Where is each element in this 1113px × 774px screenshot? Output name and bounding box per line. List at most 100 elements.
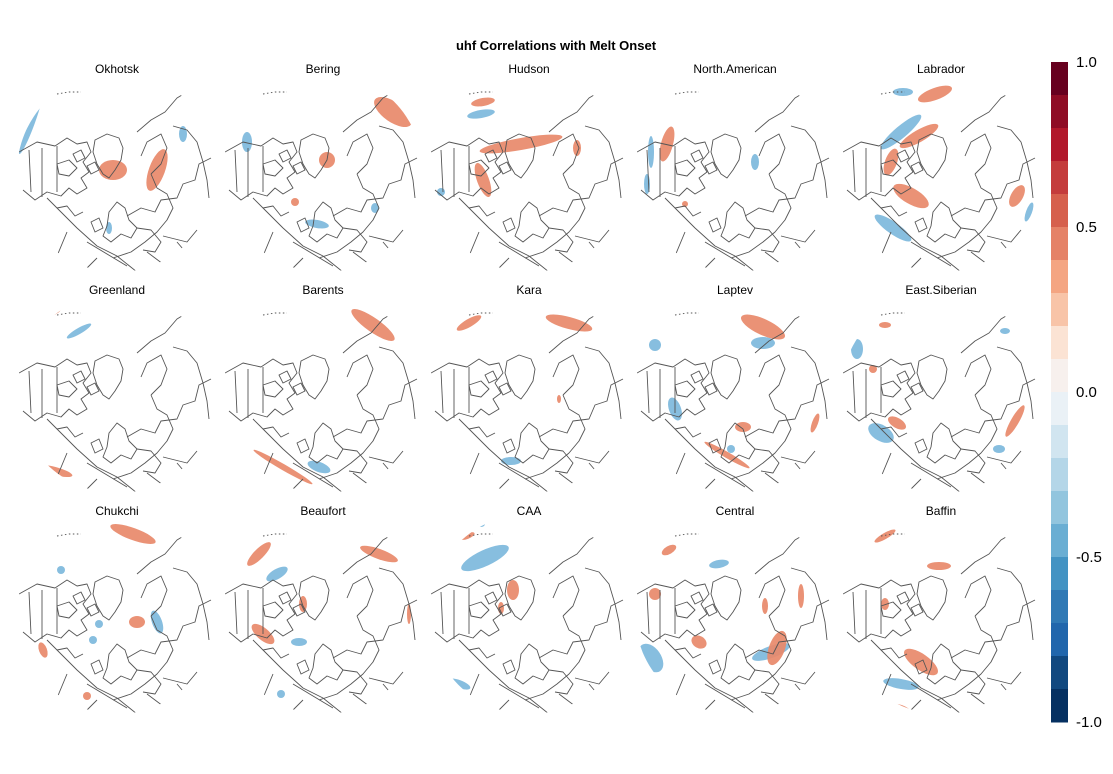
map-panel-greenland: Greenland: [18, 283, 212, 493]
map-panel-laptev: Laptev: [636, 283, 830, 493]
negative-correlation-region: [883, 678, 919, 690]
positive-correlation-region: [903, 648, 939, 676]
colorbar-swatch: [1051, 194, 1068, 228]
panel-title: Central: [716, 504, 755, 518]
colorbar-swatch: [1051, 293, 1068, 327]
panel-title: East.Siberian: [905, 283, 976, 297]
map-panel-east-siberian: East.Siberian: [842, 283, 1038, 493]
positive-correlation-region: [351, 309, 395, 341]
positive-correlation-region: [874, 529, 896, 543]
positive-correlation-region: [661, 544, 677, 556]
panel-title: Laptev: [717, 283, 753, 297]
coastline-map: [430, 81, 624, 272]
positive-correlation-region: [37, 464, 73, 478]
positive-correlation-region: [41, 308, 61, 318]
map-panel-beaufort: Beaufort: [224, 504, 418, 714]
panel-title: Bering: [306, 62, 341, 76]
colorbar: 1.0 0.5 0.0 -0.5 -1.0: [1051, 54, 1102, 731]
positive-correlation-region: [83, 692, 91, 700]
map-panel-baffin: Baffin: [842, 504, 1036, 714]
panel-title: Baffin: [926, 504, 956, 518]
chart-title: uhf Correlations with Melt Onset: [456, 38, 657, 53]
positive-correlation-region: [573, 140, 581, 156]
positive-correlation-region: [1005, 405, 1025, 437]
map-panel-central: Central: [636, 504, 830, 714]
negative-correlation-region: [638, 643, 664, 673]
positive-correlation-region: [649, 588, 661, 600]
negative-correlation-region: [467, 109, 495, 119]
negative-correlation-region: [447, 678, 471, 690]
coastline-map: [842, 81, 1036, 272]
map-panel-bering: Bering: [224, 62, 418, 272]
colorbar-tick-label: -1.0: [1076, 714, 1102, 731]
positive-correlation-region: [659, 126, 675, 162]
positive-correlation-region: [129, 616, 145, 628]
colorbar-swatch: [1051, 623, 1068, 657]
panel-title: North.American: [693, 62, 776, 76]
positive-correlation-region: [891, 703, 911, 713]
positive-correlation-region: [881, 598, 889, 610]
panel-title: Chukchi: [95, 504, 138, 518]
negative-correlation-region: [57, 566, 65, 574]
map-panel-okhotsk: Okhotsk: [18, 62, 212, 272]
negative-correlation-region: [307, 460, 331, 474]
negative-correlation-region: [242, 132, 252, 152]
negative-correlation-region: [1000, 328, 1010, 334]
positive-correlation-region: [682, 201, 688, 207]
positive-correlation-region: [507, 580, 519, 600]
negative-correlation-region: [89, 636, 97, 644]
positive-correlation-region: [374, 96, 412, 128]
positive-correlation-region: [917, 85, 953, 103]
colorbar-swatch: [1051, 590, 1068, 624]
colorbar-swatch: [1051, 557, 1068, 591]
colorbar-swatch: [1051, 128, 1068, 162]
panel-title: Hudson: [508, 62, 549, 76]
positive-correlation-region: [25, 536, 37, 544]
coastline-map: [636, 302, 830, 493]
negative-correlation-region: [371, 203, 379, 213]
negative-correlation-region: [709, 559, 729, 569]
positive-correlation-region: [407, 604, 411, 624]
negative-correlation-region: [648, 136, 654, 168]
colorbar-tick-label: 1.0: [1076, 54, 1097, 71]
colorbar-swatch: [1051, 359, 1068, 393]
negative-correlation-region: [291, 638, 307, 646]
panel-title: Okhotsk: [95, 62, 140, 76]
positive-correlation-region: [545, 314, 593, 332]
negative-correlation-region: [277, 690, 285, 698]
positive-correlation-region: [471, 97, 495, 107]
positive-correlation-region: [767, 630, 787, 666]
positive-correlation-region: [146, 149, 168, 191]
colorbar-swatch: [1051, 326, 1068, 360]
map-panel-barents: Barents: [224, 283, 418, 493]
negative-correlation-region: [66, 323, 92, 339]
panel-title: CAA: [517, 504, 542, 518]
colorbar-swatch: [1051, 689, 1068, 723]
positive-correlation-region: [762, 598, 768, 614]
panel-title: Greenland: [89, 283, 145, 297]
negative-correlation-region: [727, 445, 735, 453]
positive-correlation-region: [869, 365, 877, 373]
positive-correlation-region: [479, 134, 563, 154]
positive-correlation-region: [704, 441, 750, 469]
coastline-map: [18, 302, 212, 493]
positive-correlation-region: [798, 584, 804, 608]
coastline-map: [842, 523, 1036, 714]
map-panel-hudson: Hudson: [430, 62, 624, 272]
negative-correlation-region: [893, 88, 913, 96]
positive-correlation-region: [557, 395, 561, 403]
negative-correlation-region: [851, 339, 863, 359]
colorbar-swatch: [1051, 491, 1068, 525]
positive-correlation-region: [887, 416, 907, 430]
coastline-map: [430, 302, 624, 493]
negative-correlation-region: [179, 126, 187, 142]
positive-correlation-region: [691, 635, 707, 649]
map-panels: Okhotsk Bering Hudson North.American Labrado…: [18, 62, 1038, 714]
positive-correlation-region: [247, 542, 271, 566]
positive-correlation-region: [810, 413, 820, 433]
positive-correlation-region: [1009, 185, 1025, 207]
negative-correlation-region: [150, 610, 164, 634]
positive-correlation-region: [291, 198, 299, 206]
colorbar-swatch: [1051, 656, 1068, 690]
